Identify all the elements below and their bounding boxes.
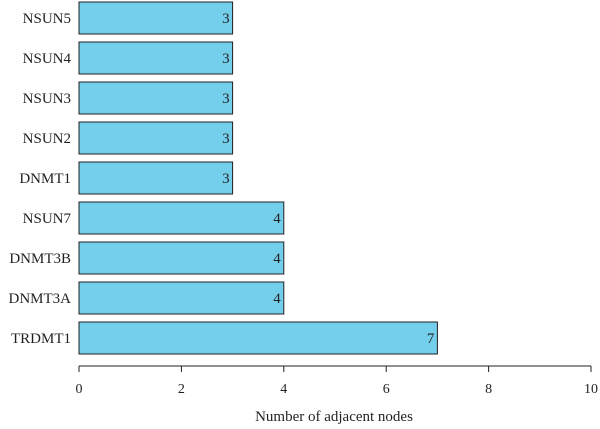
x-tick-label: 4	[280, 382, 287, 397]
bar-nsun7	[78, 201, 285, 235]
x-tick-label: 2	[178, 382, 185, 397]
category-label-dnmt1: DNMT1	[19, 171, 71, 187]
data-label-dnmt1: 3	[222, 171, 230, 187]
data-labels: 3 3 3 3 3 4 4 4 7	[222, 11, 435, 347]
x-tick-label: 10	[584, 382, 598, 397]
bar-trdmt1	[78, 321, 438, 355]
category-label-nsun5: NSUN5	[23, 11, 71, 27]
category-label-nsun4: NSUN4	[23, 51, 72, 67]
x-tick-label: 6	[383, 382, 390, 397]
bar-dnmt3b	[78, 241, 285, 275]
x-axis-title: Number of adjacent nodes	[255, 409, 413, 425]
data-label-nsun4: 3	[222, 51, 230, 67]
x-tick-label: 8	[485, 382, 492, 397]
category-label-nsun2: NSUN2	[23, 131, 71, 147]
x-tick-label: 0	[76, 382, 83, 397]
bar-dnmt3a	[78, 281, 285, 315]
data-label-nsun3: 3	[222, 91, 230, 107]
category-label-dnmt3a: DNMT3A	[9, 291, 72, 307]
data-label-trdmt1: 7	[427, 331, 435, 347]
data-label-dnmt3b: 4	[273, 251, 281, 267]
category-label-trdmt1: TRDMT1	[11, 331, 71, 347]
data-label-dnmt3a: 4	[273, 291, 281, 307]
bar-nsun3	[78, 81, 234, 115]
category-label-dnmt3b: DNMT3B	[9, 251, 71, 267]
x-axis-ticks: 0 2 4 6 8 10	[76, 366, 598, 397]
category-labels: NSUN5 NSUN4 NSUN3 NSUN2 DNMT1 NSUN7 DNMT3B DNMT…	[9, 11, 72, 347]
bars-group	[78, 1, 438, 355]
data-label-nsun7: 4	[273, 211, 281, 227]
category-label-nsun7: NSUN7	[23, 211, 72, 227]
bar-nsun2	[78, 121, 234, 155]
bar-nsun4	[78, 41, 234, 75]
data-label-nsun5: 3	[222, 11, 230, 27]
data-label-nsun2: 3	[222, 131, 230, 147]
category-label-nsun3: NSUN3	[23, 91, 71, 107]
bar-dnmt1	[78, 161, 234, 195]
bar-nsun5	[78, 1, 234, 35]
